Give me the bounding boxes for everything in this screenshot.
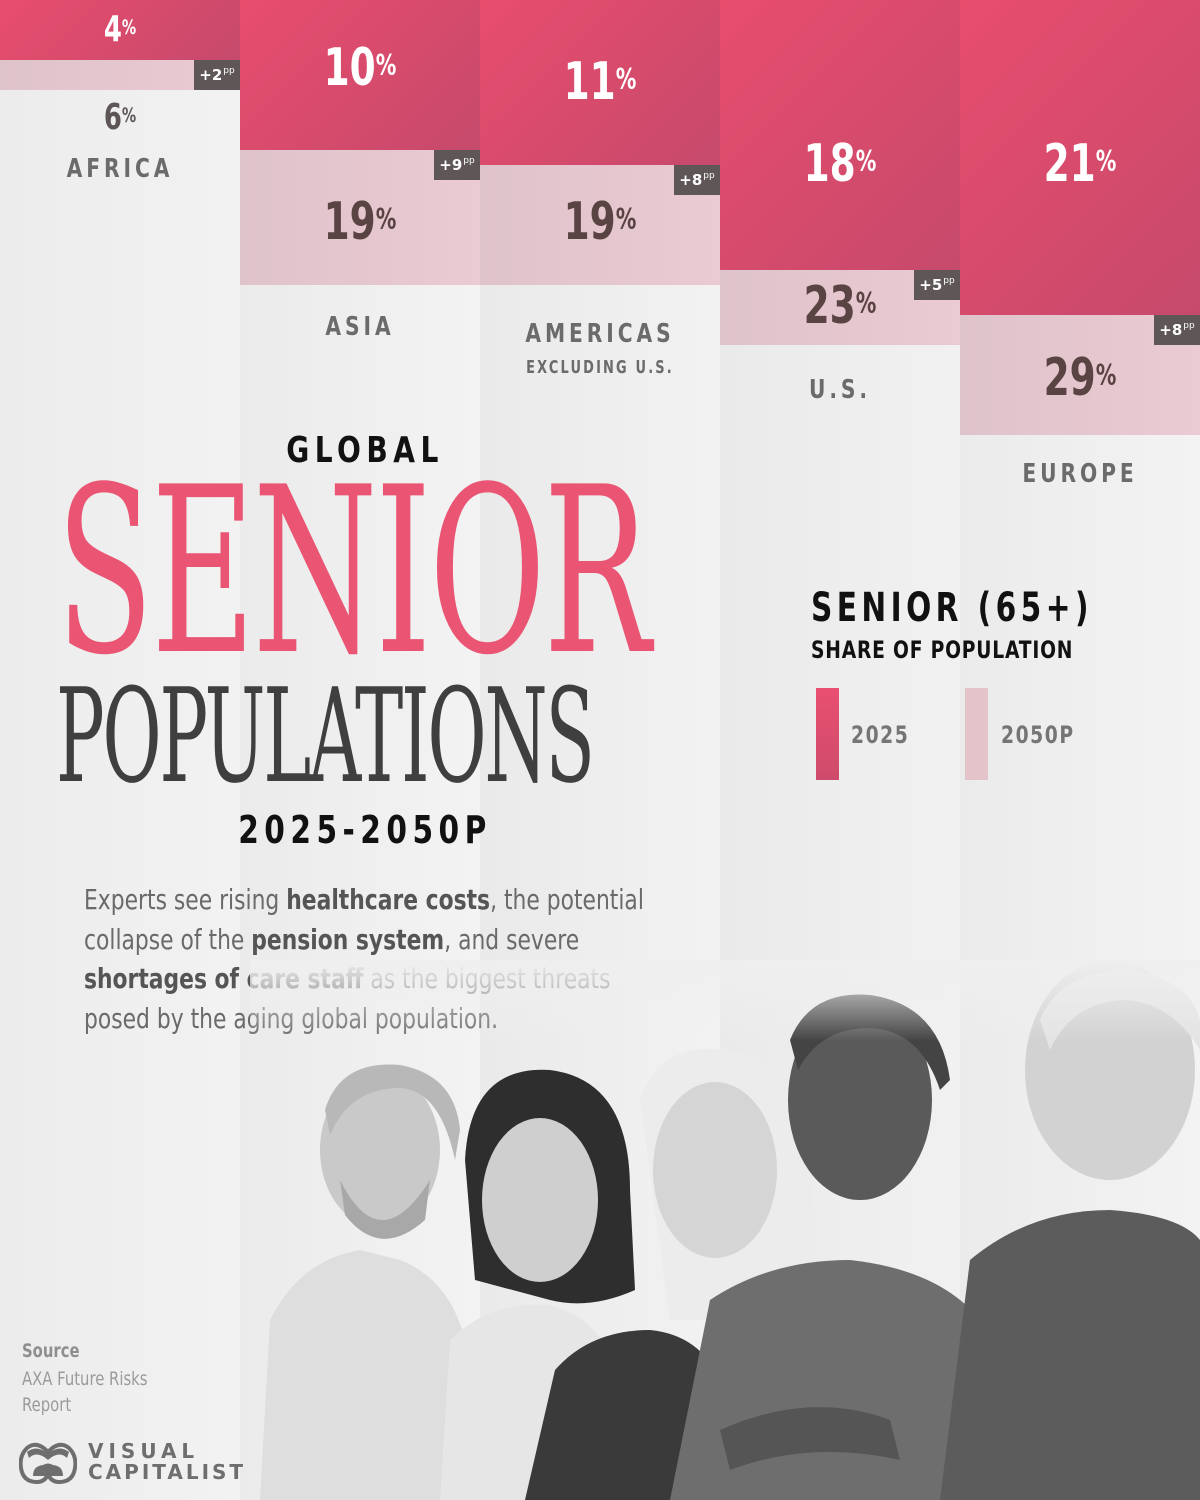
legend-swatch-2025 — [816, 688, 839, 780]
source-text: AXA Future Risks Report — [22, 1368, 148, 1416]
value-2050: 6% — [103, 97, 137, 138]
bar-2025 — [480, 0, 720, 165]
people-illustration-icon — [250, 960, 1200, 1500]
value-2025: 11% — [563, 52, 637, 112]
region-sublabel: EXCLUDING U.S. — [526, 357, 674, 378]
region-label: EUROPE — [1022, 459, 1138, 489]
legend-label-2050: 2050P — [1001, 721, 1075, 749]
title-main-accent: SENIOR — [56, 439, 651, 706]
region-label: ASIA — [325, 312, 395, 342]
delta-badge: +8 pp — [1154, 315, 1200, 345]
legend-label-2025: 2025 — [851, 721, 910, 749]
value-2025: 21% — [1043, 134, 1117, 194]
bar-2025 — [0, 0, 240, 60]
value-2025: 18% — [803, 134, 877, 194]
value-2025: 10% — [323, 38, 397, 98]
bar-2025 — [240, 0, 480, 150]
visual-capitalist-logo-text: VISUAL CAPITALIST — [88, 1439, 247, 1484]
title-main: POPULATIONS — [56, 660, 595, 812]
legend-subtitle: SHARE OF POPULATION — [811, 636, 1074, 664]
title-kicker: GLOBAL — [286, 430, 444, 471]
delta-badge: +8 pp — [674, 165, 720, 195]
value-2050: 23% — [803, 276, 877, 336]
column-bg-africa — [0, 0, 240, 1500]
region-label: U.S. — [808, 375, 872, 405]
value-2050: 19% — [563, 192, 637, 252]
value-2050: 29% — [1043, 348, 1117, 408]
bar-2025 — [720, 0, 960, 270]
bar-2025 — [960, 0, 1200, 315]
delta-badge: +2 pp — [194, 60, 240, 90]
delta-badge: +9 pp — [434, 150, 480, 180]
legend-title: SENIOR (65+) — [811, 585, 1093, 631]
region-label: AFRICA — [66, 154, 174, 184]
seniors-photo — [250, 960, 1200, 1500]
delta-badge: +5 pp — [914, 270, 960, 300]
value-2050: 19% — [323, 192, 397, 252]
description-text: Experts see rising healthcare costs, the… — [84, 883, 644, 1035]
region-label: AMERICAS — [525, 319, 675, 349]
source-label: Source — [22, 1340, 80, 1362]
visual-capitalist-logo-icon — [19, 1442, 77, 1484]
value-2025: 4% — [103, 9, 137, 50]
title-years: 2025-2050P — [238, 808, 492, 852]
legend-swatch-2050 — [965, 688, 988, 780]
